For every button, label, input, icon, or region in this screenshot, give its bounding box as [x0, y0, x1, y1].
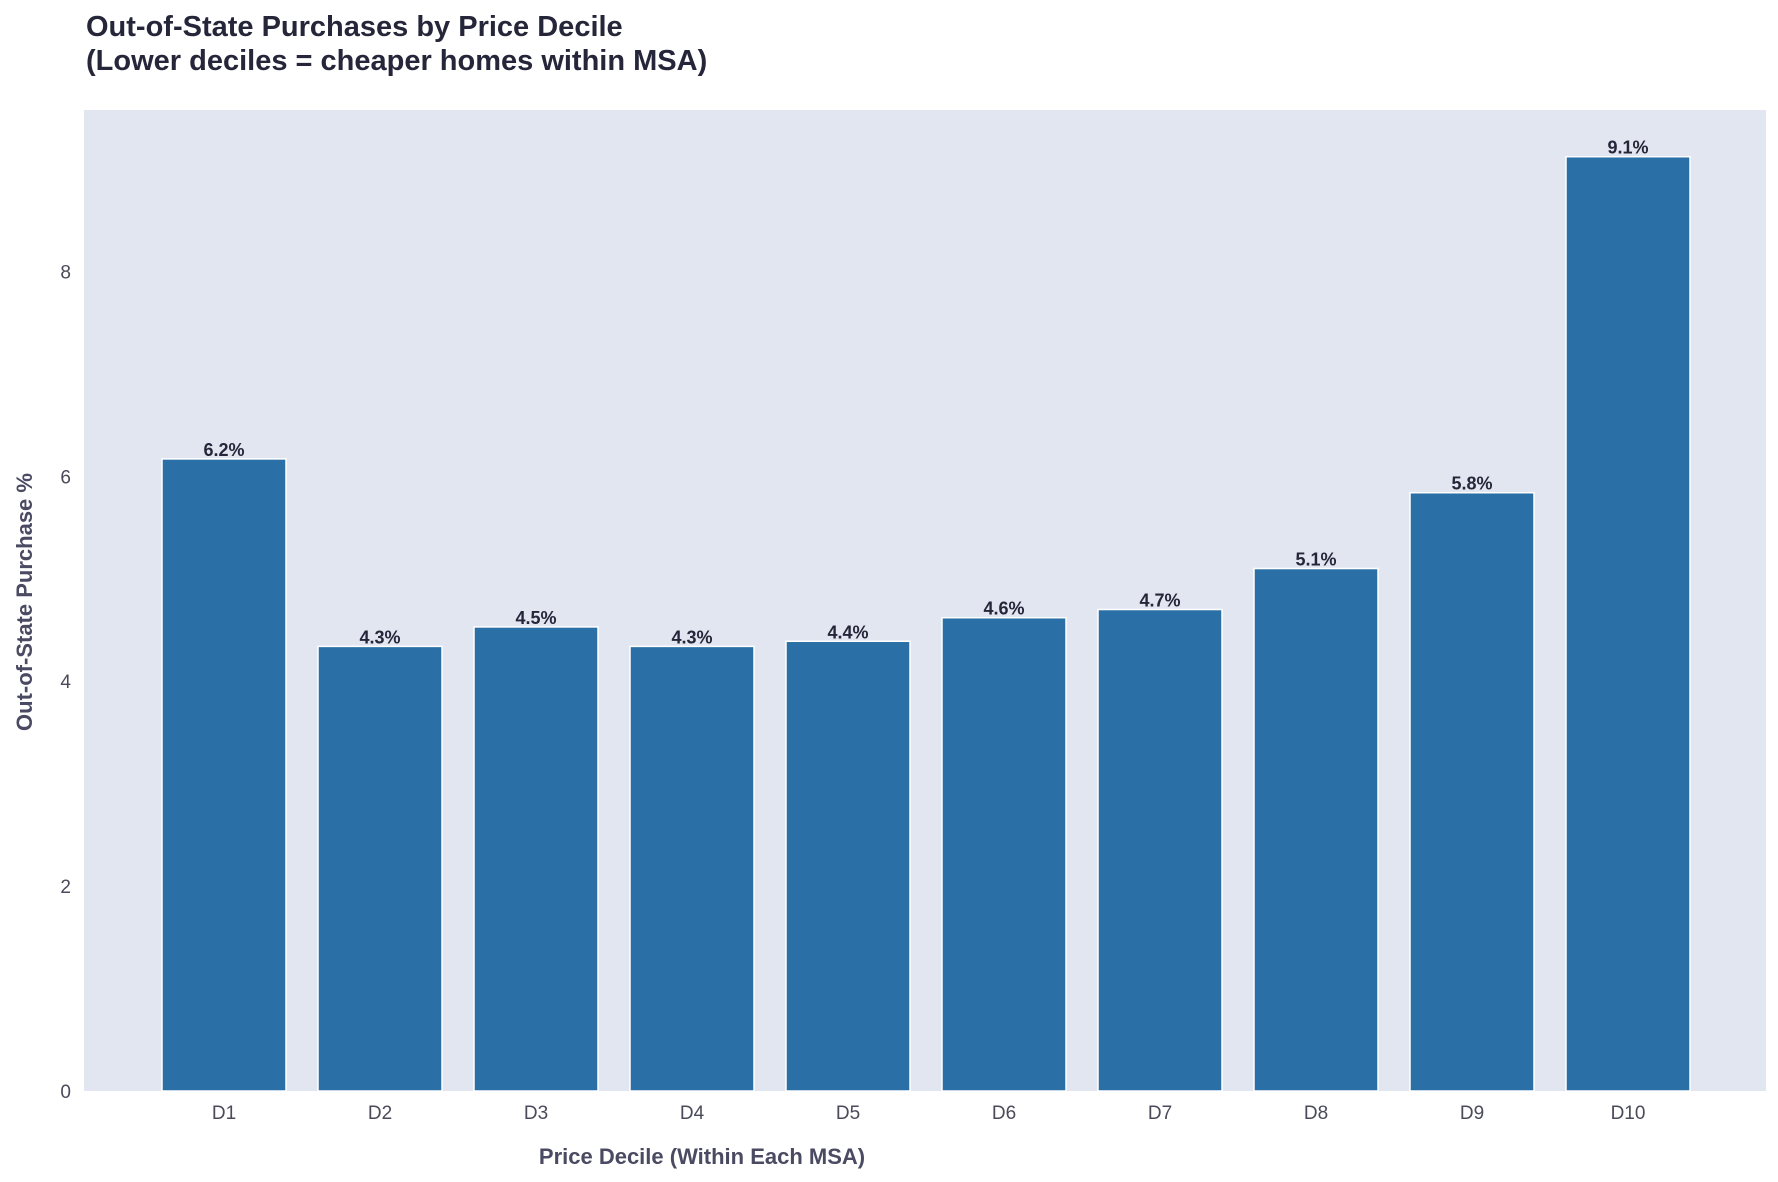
y-axis-label: Out-of-State Purchase % — [12, 473, 37, 731]
y-tick-label-6: 6 — [60, 467, 71, 488]
x-axis-ticks: D1 D2 D3 D4 D5 D6 D7 D8 D9 D10 — [212, 1103, 1646, 1124]
bar-d5 — [785, 640, 911, 1092]
data-labels-layer: 6.2% 4.3% 4.5% 4.3% 4.4% 4.6% 4.7% 5.1% 5.8% 9.1% — [203, 138, 1648, 648]
x-tick-label-d1: D1 — [212, 1103, 236, 1124]
y-tick-label-8: 8 — [60, 262, 71, 283]
data-label-d5: 4.4% — [827, 622, 868, 642]
data-label-d8: 5.1% — [1295, 550, 1336, 570]
x-axis-label: Price Decile (Within Each MSA) — [539, 1144, 865, 1169]
data-label-d10: 9.1% — [1607, 138, 1648, 158]
y-axis-ticks: 0 2 4 6 8 — [60, 262, 71, 1103]
bar-d8 — [1253, 567, 1379, 1092]
data-label-d7: 4.7% — [1139, 591, 1180, 611]
data-label-d6: 4.6% — [983, 599, 1024, 619]
x-tick-label-d4: D4 — [680, 1103, 705, 1124]
bar-d1 — [161, 458, 287, 1092]
y-tick-label-2: 2 — [60, 877, 71, 898]
bar-d9 — [1409, 491, 1535, 1092]
x-tick-label-d6: D6 — [992, 1103, 1016, 1124]
x-tick-label-d2: D2 — [368, 1103, 392, 1124]
x-tick-label-d9: D9 — [1460, 1103, 1484, 1124]
chart-title-line-1: Out-of-State Purchases by Price Decile — [86, 11, 623, 43]
bar-d4 — [629, 645, 755, 1092]
x-tick-label-d3: D3 — [524, 1103, 548, 1124]
data-label-d4: 4.3% — [671, 627, 712, 647]
data-label-d2: 4.3% — [359, 627, 400, 647]
bar-d6 — [941, 616, 1067, 1092]
bar-d10 — [1565, 155, 1691, 1092]
data-label-d9: 5.8% — [1451, 474, 1492, 494]
data-label-d3: 4.5% — [515, 608, 556, 628]
bar-d3 — [473, 626, 599, 1092]
bars-layer — [161, 155, 1691, 1092]
x-tick-label-d7: D7 — [1148, 1103, 1172, 1124]
bar-d7 — [1097, 608, 1223, 1092]
x-tick-label-d8: D8 — [1304, 1103, 1328, 1124]
chart-title-line-2: (Lower deciles = cheaper homes within MS… — [86, 45, 707, 77]
y-tick-label-0: 0 — [60, 1082, 71, 1103]
y-tick-label-4: 4 — [60, 672, 71, 693]
data-label-d1: 6.2% — [203, 440, 244, 460]
x-tick-label-d5: D5 — [836, 1103, 860, 1124]
x-tick-label-d10: D10 — [1611, 1103, 1646, 1124]
bar-d2 — [317, 645, 443, 1092]
